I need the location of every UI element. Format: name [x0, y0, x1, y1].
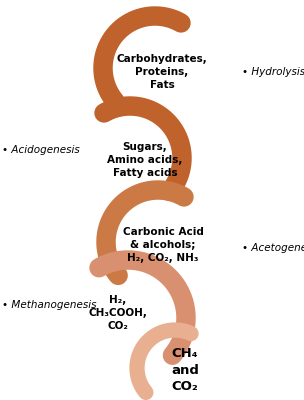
- Text: • Acetogenesis: • Acetogenesis: [242, 243, 304, 253]
- Text: Carbonic Acid
& alcohols;
H₂, CO₂, NH₃: Carbonic Acid & alcohols; H₂, CO₂, NH₃: [123, 227, 203, 263]
- Text: CH₄
and
CO₂: CH₄ and CO₂: [171, 347, 199, 393]
- Text: • Acidogenesis: • Acidogenesis: [2, 145, 80, 155]
- Text: • Hydrolysis: • Hydrolysis: [242, 67, 304, 77]
- Text: • Methanogenesis: • Methanogenesis: [2, 300, 96, 310]
- Text: Sugars,
Amino acids,
Fatty acids: Sugars, Amino acids, Fatty acids: [107, 142, 183, 178]
- Text: H₂,
CH₃COOH,
CO₂: H₂, CH₃COOH, CO₂: [88, 295, 147, 331]
- Text: Carbohydrates,
Proteins,
Fats: Carbohydrates, Proteins, Fats: [117, 54, 207, 90]
